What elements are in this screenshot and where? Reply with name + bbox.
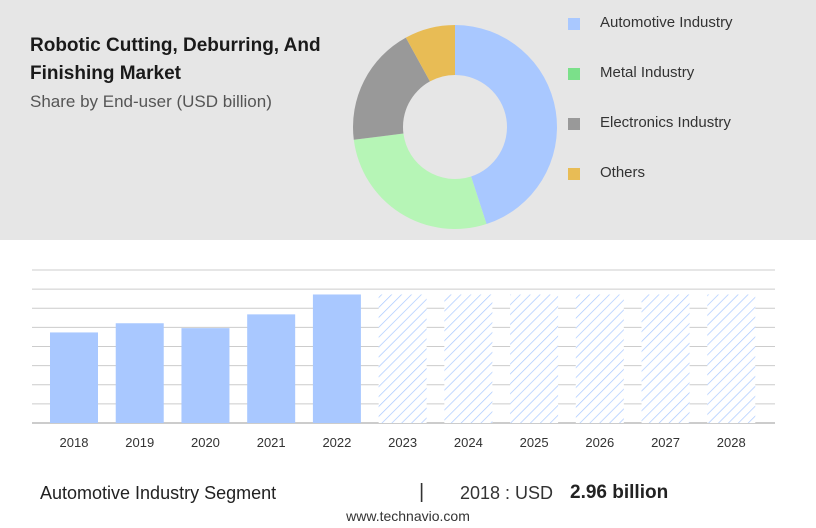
bar-2018 (50, 332, 98, 423)
bar-2026 (575, 294, 624, 423)
legend-swatch (568, 168, 580, 180)
legend-label: Automotive Industry (600, 14, 733, 31)
bar-2023 (378, 294, 427, 423)
legend-swatch (568, 18, 580, 30)
bar-2019 (115, 323, 164, 423)
bar-chart: 2018 2019 2020 2021 2022 2023 2024 2025 2026 2027… (32, 269, 775, 450)
bar-2021 (247, 314, 296, 423)
x-tick-label: 2019 (125, 435, 154, 450)
legend-label: Metal Industry (600, 64, 695, 81)
bar-2025 (510, 294, 559, 423)
x-tick-label: 2028 (717, 435, 746, 450)
x-tick-label: 2025 (520, 435, 549, 450)
donut-slice-metal-industry (353, 133, 487, 229)
x-tick-label: 2020 (191, 435, 220, 450)
bar-2024 (444, 294, 493, 423)
donut-chart (353, 25, 557, 229)
donut-slice-electronics-industry (353, 37, 430, 140)
bar-2020 (181, 328, 230, 423)
x-tick-label: 2027 (651, 435, 680, 450)
footer-divider: | (419, 481, 425, 503)
x-tick-label: 2022 (322, 435, 351, 450)
source-link[interactable]: www.technavio.com (346, 508, 470, 524)
bar-2022 (312, 294, 361, 423)
x-tick-label: 2024 (454, 435, 483, 450)
bar-2028 (707, 294, 756, 423)
legend-swatch (568, 118, 580, 130)
year-label: 2018 : USD (460, 483, 554, 503)
segment-value: 2.96 billion (570, 482, 669, 503)
x-tick-label: 2026 (585, 435, 614, 450)
legend-label: Others (600, 164, 646, 181)
header-panel: Robotic Cutting, Deburring, And Finishin… (0, 0, 816, 240)
donut-slice-others (405, 25, 455, 82)
chart-subtitle: Share by End-user (USD billion) (30, 92, 272, 111)
chart-title: Robotic Cutting, Deburring, And Finishin… (30, 35, 321, 84)
x-tick-label: 2018 (60, 435, 89, 450)
x-tick-label: 2023 (388, 435, 417, 450)
x-tick-label: 2021 (257, 435, 286, 450)
bar-2027 (641, 294, 690, 423)
donut-slice-automotive-industry (455, 25, 557, 225)
legend-swatch (568, 68, 580, 80)
legend-label: Electronics Industry (600, 114, 731, 131)
segment-label: Automotive Industry Segment (40, 483, 277, 503)
